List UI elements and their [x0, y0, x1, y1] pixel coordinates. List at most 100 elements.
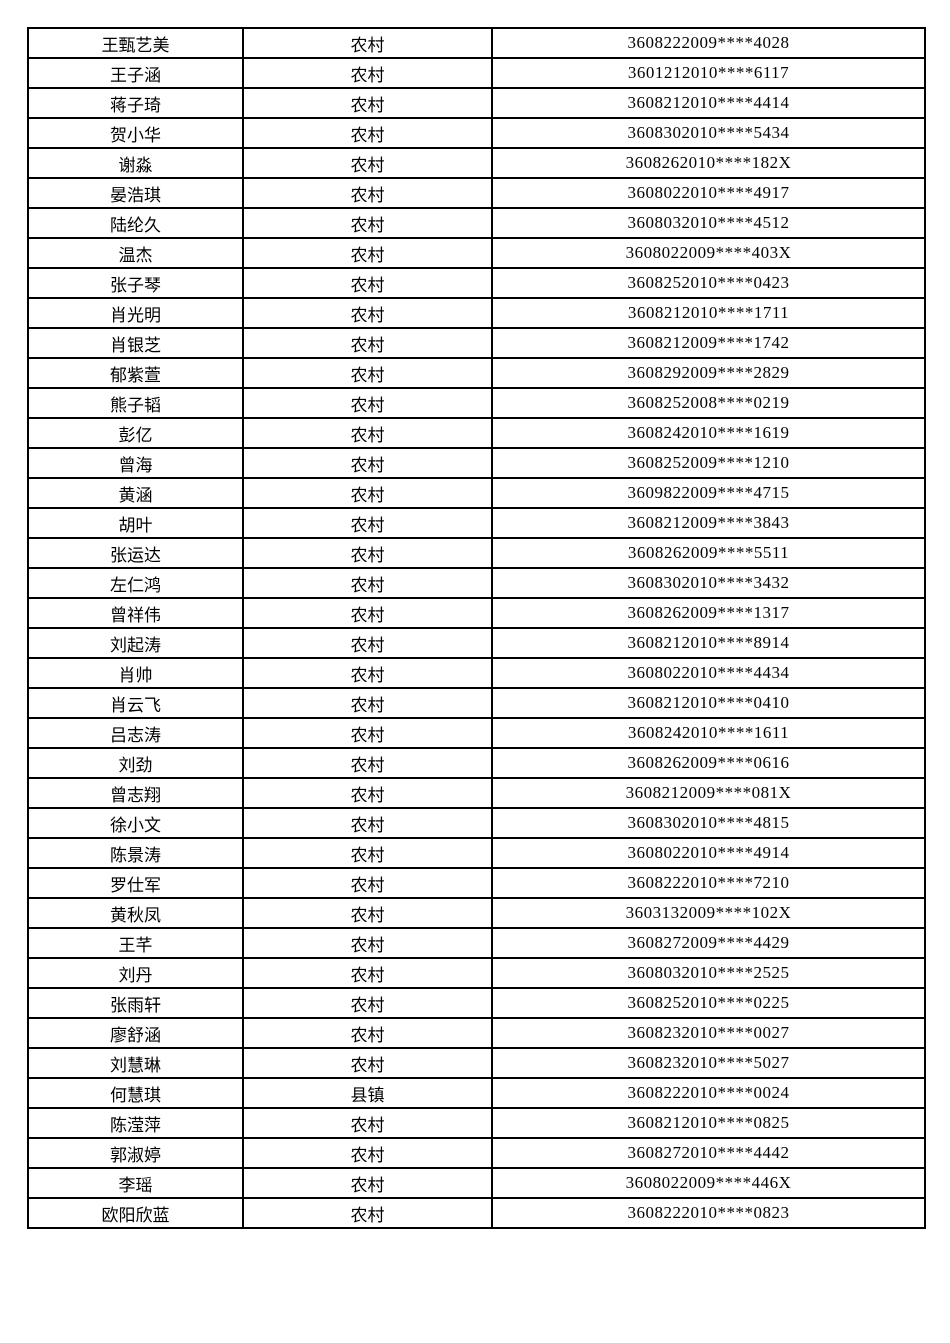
name-cell: 温杰	[27, 237, 244, 269]
name-cell: 谢淼	[27, 147, 244, 179]
id-number-cell: 3608212009****081X	[491, 777, 926, 809]
name-cell: 陈滢萍	[27, 1107, 244, 1139]
name-cell: 欧阳欣蓝	[27, 1197, 244, 1229]
name-cell: 陆纶久	[27, 207, 244, 239]
residence-cell: 农村	[242, 747, 493, 779]
residence-cell: 农村	[242, 147, 493, 179]
table-body: 王甄艺美 农村 3608222009****4028 王子涵 农村 360121…	[27, 27, 926, 1229]
name-cell: 贺小华	[27, 117, 244, 149]
name-cell: 肖云飞	[27, 687, 244, 719]
residence-cell: 农村	[242, 387, 493, 419]
id-number-cell: 3608212010****0825	[491, 1107, 926, 1139]
residence-cell: 农村	[242, 1017, 493, 1049]
residence-cell: 农村	[242, 1107, 493, 1139]
table-row: 温杰 农村 3608022009****403X	[27, 237, 926, 269]
residence-cell: 农村	[242, 987, 493, 1019]
table-row: 廖舒涵 农村 3608232010****0027	[27, 1017, 926, 1049]
name-cell: 刘丹	[27, 957, 244, 989]
table-row: 李瑶 农村 3608022009****446X	[27, 1167, 926, 1199]
name-cell: 胡叶	[27, 507, 244, 539]
name-cell: 左仁鸿	[27, 567, 244, 599]
id-number-cell: 3608222010****7210	[491, 867, 926, 899]
residence-cell: 农村	[242, 537, 493, 569]
name-cell: 曾海	[27, 447, 244, 479]
table-row: 罗仕军 农村 3608222010****7210	[27, 867, 926, 899]
name-cell: 刘起涛	[27, 627, 244, 659]
id-number-cell: 3601212010****6117	[491, 57, 926, 89]
name-cell: 肖帅	[27, 657, 244, 689]
name-cell: 刘劲	[27, 747, 244, 779]
id-number-cell: 3603132009****102X	[491, 897, 926, 929]
name-cell: 郁紫萱	[27, 357, 244, 389]
residence-cell: 农村	[242, 417, 493, 449]
id-number-cell: 3608022009****446X	[491, 1167, 926, 1199]
id-number-cell: 3608252008****0219	[491, 387, 926, 419]
name-cell: 郭淑婷	[27, 1137, 244, 1169]
table-row: 张运达 农村 3608262009****5511	[27, 537, 926, 569]
table-row: 王子涵 农村 3601212010****6117	[27, 57, 926, 89]
id-number-cell: 3608032010****2525	[491, 957, 926, 989]
table-row: 欧阳欣蓝 农村 3608222010****0823	[27, 1197, 926, 1229]
residence-cell: 农村	[242, 957, 493, 989]
table-row: 王芊 农村 3608272009****4429	[27, 927, 926, 959]
residence-cell: 农村	[242, 687, 493, 719]
name-cell: 廖舒涵	[27, 1017, 244, 1049]
name-cell: 曾志翔	[27, 777, 244, 809]
name-cell: 吕志涛	[27, 717, 244, 749]
residence-cell: 农村	[242, 177, 493, 209]
table-row: 肖光明 农村 3608212010****1711	[27, 297, 926, 329]
table-row: 刘丹 农村 3608032010****2525	[27, 957, 926, 989]
table-row: 贺小华 农村 3608302010****5434	[27, 117, 926, 149]
id-number-cell: 3608242010****1611	[491, 717, 926, 749]
id-number-cell: 3608262010****182X	[491, 147, 926, 179]
residence-cell: 农村	[242, 357, 493, 389]
residence-cell: 农村	[242, 1047, 493, 1079]
table-row: 陆纶久 农村 3608032010****4512	[27, 207, 926, 239]
table-row: 吕志涛 农村 3608242010****1611	[27, 717, 926, 749]
name-cell: 罗仕军	[27, 867, 244, 899]
id-number-cell: 3608022010****4434	[491, 657, 926, 689]
name-cell: 曾祥伟	[27, 597, 244, 629]
id-number-cell: 3608242010****1619	[491, 417, 926, 449]
name-cell: 肖银芝	[27, 327, 244, 359]
id-number-cell: 3608222009****4028	[491, 27, 926, 59]
id-number-cell: 3608252009****1210	[491, 447, 926, 479]
id-number-cell: 3608022009****403X	[491, 237, 926, 269]
id-number-cell: 3608252010****0225	[491, 987, 926, 1019]
table-row: 曾志翔 农村 3608212009****081X	[27, 777, 926, 809]
table-row: 郁紫萱 农村 3608292009****2829	[27, 357, 926, 389]
table-row: 谢淼 农村 3608262010****182X	[27, 147, 926, 179]
table-row: 郭淑婷 农村 3608272010****4442	[27, 1137, 926, 1169]
table-row: 张子琴 农村 3608252010****0423	[27, 267, 926, 299]
id-number-cell: 3608222010****0823	[491, 1197, 926, 1229]
name-cell: 黄涵	[27, 477, 244, 509]
residence-cell: 农村	[242, 327, 493, 359]
table-row: 黄秋凤 农村 3603132009****102X	[27, 897, 926, 929]
residence-cell: 农村	[242, 1197, 493, 1229]
table-row: 陈滢萍 农村 3608212010****0825	[27, 1107, 926, 1139]
id-number-cell: 3609822009****4715	[491, 477, 926, 509]
residence-cell: 农村	[242, 1167, 493, 1199]
residence-cell: 农村	[242, 477, 493, 509]
id-number-cell: 3608022010****4914	[491, 837, 926, 869]
residence-cell: 农村	[242, 657, 493, 689]
id-number-cell: 3608212010****4414	[491, 87, 926, 119]
id-number-cell: 3608262009****5511	[491, 537, 926, 569]
id-number-cell: 3608232010****5027	[491, 1047, 926, 1079]
residence-cell: 农村	[242, 597, 493, 629]
id-number-cell: 3608212010****0410	[491, 687, 926, 719]
residence-cell: 农村	[242, 447, 493, 479]
residence-cell: 农村	[242, 867, 493, 899]
name-cell: 黄秋凤	[27, 897, 244, 929]
name-cell: 张子琴	[27, 267, 244, 299]
residence-cell: 农村	[242, 117, 493, 149]
id-number-cell: 3608272010****4442	[491, 1137, 926, 1169]
id-number-cell: 3608252010****0423	[491, 267, 926, 299]
table-row: 彭亿 农村 3608242010****1619	[27, 417, 926, 449]
table-row: 何慧琪 县镇 3608222010****0024	[27, 1077, 926, 1109]
residence-cell: 农村	[242, 87, 493, 119]
id-number-cell: 3608302010****4815	[491, 807, 926, 839]
residence-cell: 农村	[242, 777, 493, 809]
table-row: 蒋子琦 农村 3608212010****4414	[27, 87, 926, 119]
